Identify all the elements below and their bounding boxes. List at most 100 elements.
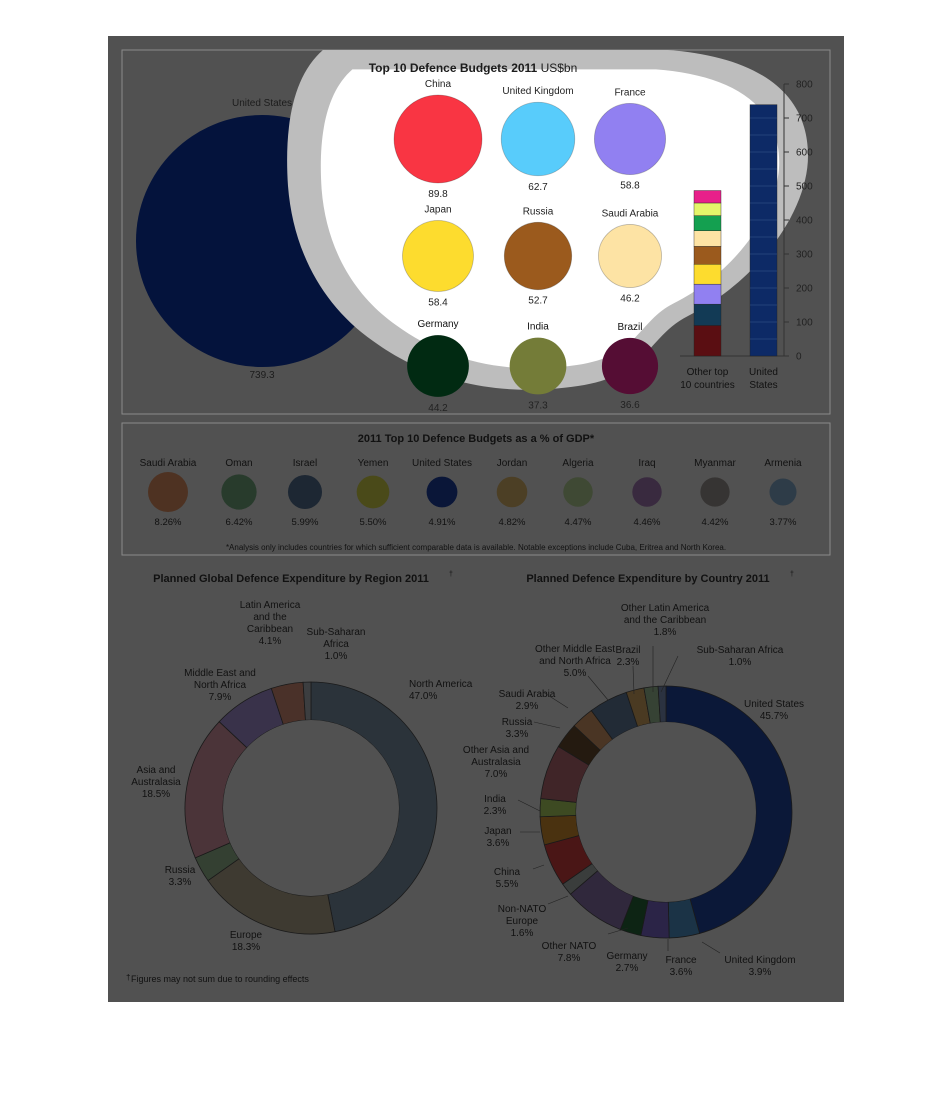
bar-y-tick-label-300: 300 bbox=[796, 250, 813, 261]
bubble-value-france: 58.8 bbox=[620, 181, 640, 192]
country-label-6-line-2: Europe bbox=[506, 916, 539, 927]
bar-category-label-2-line-1: United bbox=[749, 367, 778, 378]
gdp-label-iraq: Iraq bbox=[638, 458, 655, 469]
country-hole bbox=[576, 722, 756, 902]
region-label-5-line-3: 7.9% bbox=[209, 692, 232, 703]
bubble-value-brazil: 36.6 bbox=[620, 400, 640, 411]
bubble-value-germany: 44.2 bbox=[428, 403, 448, 414]
panel-frame-gdp bbox=[121, 422, 831, 556]
country-leader-11 bbox=[632, 665, 635, 695]
bar-segment-japan bbox=[693, 264, 722, 285]
region-label-7-line-2: Africa bbox=[323, 639, 349, 650]
bubble-label-united-kingdom: United Kingdom bbox=[502, 86, 573, 97]
bar-y-tick-label-700: 700 bbox=[796, 114, 813, 125]
gdp-circle-oman bbox=[221, 474, 257, 510]
gdp-circle-myanmar bbox=[700, 477, 730, 507]
region-label-3-line-1: Russia bbox=[165, 865, 196, 876]
gdp-value-myanmar: 4.42% bbox=[702, 517, 729, 528]
gdp-label-myanmar: Myanmar bbox=[694, 458, 736, 469]
bar-segment-brazil bbox=[693, 190, 722, 204]
budgets-title-unit: US$bn bbox=[541, 61, 578, 75]
gdp-circle-armenia bbox=[769, 478, 797, 506]
region-footnote: Figures may not sum due to rounding effe… bbox=[131, 974, 309, 984]
country-leader-5 bbox=[532, 864, 545, 870]
gdp-value-armenia: 3.77% bbox=[770, 517, 797, 528]
bubble-label-germany: Germany bbox=[417, 319, 458, 330]
bubble-label-brazil: Brazil bbox=[617, 322, 642, 333]
country-leader-4 bbox=[547, 895, 569, 905]
bubble-label-china: China bbox=[425, 79, 452, 90]
country-leader-10 bbox=[587, 675, 609, 701]
gdp-label-armenia: Armenia bbox=[764, 458, 802, 469]
country-leader-13 bbox=[660, 655, 679, 693]
country-label-6-line-3: 1.6% bbox=[511, 928, 534, 939]
country-label-10-line-1: Other Asia and bbox=[463, 745, 529, 756]
country-label-7-line-1: China bbox=[494, 867, 521, 878]
country-label-10-line-2: Australasia bbox=[471, 757, 521, 768]
gdp-label-united-states: United States bbox=[412, 458, 472, 469]
country-label-9-line-2: 2.3% bbox=[484, 806, 507, 817]
gdp-value-israel: 5.99% bbox=[292, 517, 319, 528]
country-label-2-line-2: 3.9% bbox=[749, 967, 772, 978]
bar-segment-saudi-arabia bbox=[693, 230, 722, 247]
bubble-japan bbox=[402, 220, 474, 292]
bar-segment-russia bbox=[693, 246, 722, 265]
gdp-label-oman: Oman bbox=[225, 458, 252, 469]
country-label-4-line-1: Germany bbox=[606, 951, 647, 962]
region-label-5-line-1: Middle East and bbox=[184, 668, 256, 679]
region-label-6-line-1: Latin America bbox=[240, 600, 301, 611]
bubble-india bbox=[509, 337, 567, 395]
bar-segment-india bbox=[693, 202, 722, 216]
bubble-value-china: 89.8 bbox=[428, 189, 448, 200]
country-label-13-line-3: 5.0% bbox=[564, 668, 587, 679]
gdp-value-oman: 6.42% bbox=[226, 517, 253, 528]
region-label-2-line-1: Europe bbox=[230, 930, 263, 941]
gdp-label-yemen: Yemen bbox=[358, 458, 389, 469]
country-label-15-line-3: 1.8% bbox=[654, 627, 677, 638]
country-leader-9 bbox=[542, 691, 569, 709]
country-leader-1 bbox=[701, 941, 721, 954]
gdp-circle-israel bbox=[287, 474, 323, 510]
infographic-card: United States 739.3 Top 10 Defence Budgets… bbox=[108, 36, 844, 1002]
gdp-label-saudi-arabia: Saudi Arabia bbox=[140, 458, 197, 469]
country-label-7-line-2: 5.5% bbox=[496, 879, 519, 890]
budgets-title: Top 10 Defence Budgets 2011 US$bn bbox=[369, 61, 578, 75]
bar-segment-germany bbox=[693, 215, 722, 231]
bubble-value-japan: 58.4 bbox=[428, 297, 448, 308]
country-label-5-line-1: Other NATO bbox=[542, 941, 597, 952]
gdp-label-jordan: Jordan bbox=[497, 458, 528, 469]
country-leader-8 bbox=[533, 721, 561, 729]
country-label-16-line-1: Sub-Saharan Africa bbox=[697, 645, 784, 656]
country-label-11-line-2: 3.3% bbox=[506, 729, 529, 740]
bubble-value-saudi-arabia: 46.2 bbox=[620, 294, 640, 305]
country-leader-3 bbox=[607, 927, 629, 935]
country-label-9-line-1: India bbox=[484, 794, 506, 805]
region-label-3-line-2: 3.3% bbox=[169, 877, 192, 888]
country-label-1-line-1: United States bbox=[744, 699, 804, 710]
country-label-3-line-2: 3.6% bbox=[670, 967, 693, 978]
bubble-label-united-states: United States bbox=[232, 98, 292, 109]
region-label-4-line-1: Asia and bbox=[137, 765, 176, 776]
region-label-7-line-3: 1.0% bbox=[325, 651, 348, 662]
bubble-label-saudi-arabia: Saudi Arabia bbox=[602, 208, 659, 219]
gdp-circle-saudi-arabia bbox=[148, 472, 188, 512]
gdp-value-yemen: 5.50% bbox=[360, 517, 387, 528]
country-label-12-line-1: Saudi Arabia bbox=[499, 689, 556, 700]
region-label-1-line-1: North America bbox=[409, 679, 473, 690]
region-label-6-line-2: and the bbox=[253, 612, 287, 623]
bubble-brazil bbox=[601, 337, 659, 395]
region-label-6-line-3: Caribbean bbox=[247, 624, 293, 635]
bar-category-label-1-line-2: 10 countries bbox=[680, 380, 734, 391]
bar-y-tick-label-600: 600 bbox=[796, 148, 813, 159]
country-label-13-line-2: and North Africa bbox=[539, 656, 611, 667]
gdp-circle-jordan bbox=[496, 476, 528, 508]
country-label-15-line-1: Other Latin America bbox=[621, 603, 710, 614]
bar-y-tick-label-0: 0 bbox=[796, 352, 802, 363]
bubble-label-india: India bbox=[527, 322, 549, 333]
country-label-4-line-2: 2.7% bbox=[616, 963, 639, 974]
country-label-1-line-2: 45.7% bbox=[760, 711, 788, 722]
gdp-value-jordan: 4.82% bbox=[499, 517, 526, 528]
bubble-value-united-kingdom: 62.7 bbox=[528, 182, 548, 193]
bar-y-tick-label-200: 200 bbox=[796, 284, 813, 295]
bubble-label-japan: Japan bbox=[424, 205, 451, 216]
